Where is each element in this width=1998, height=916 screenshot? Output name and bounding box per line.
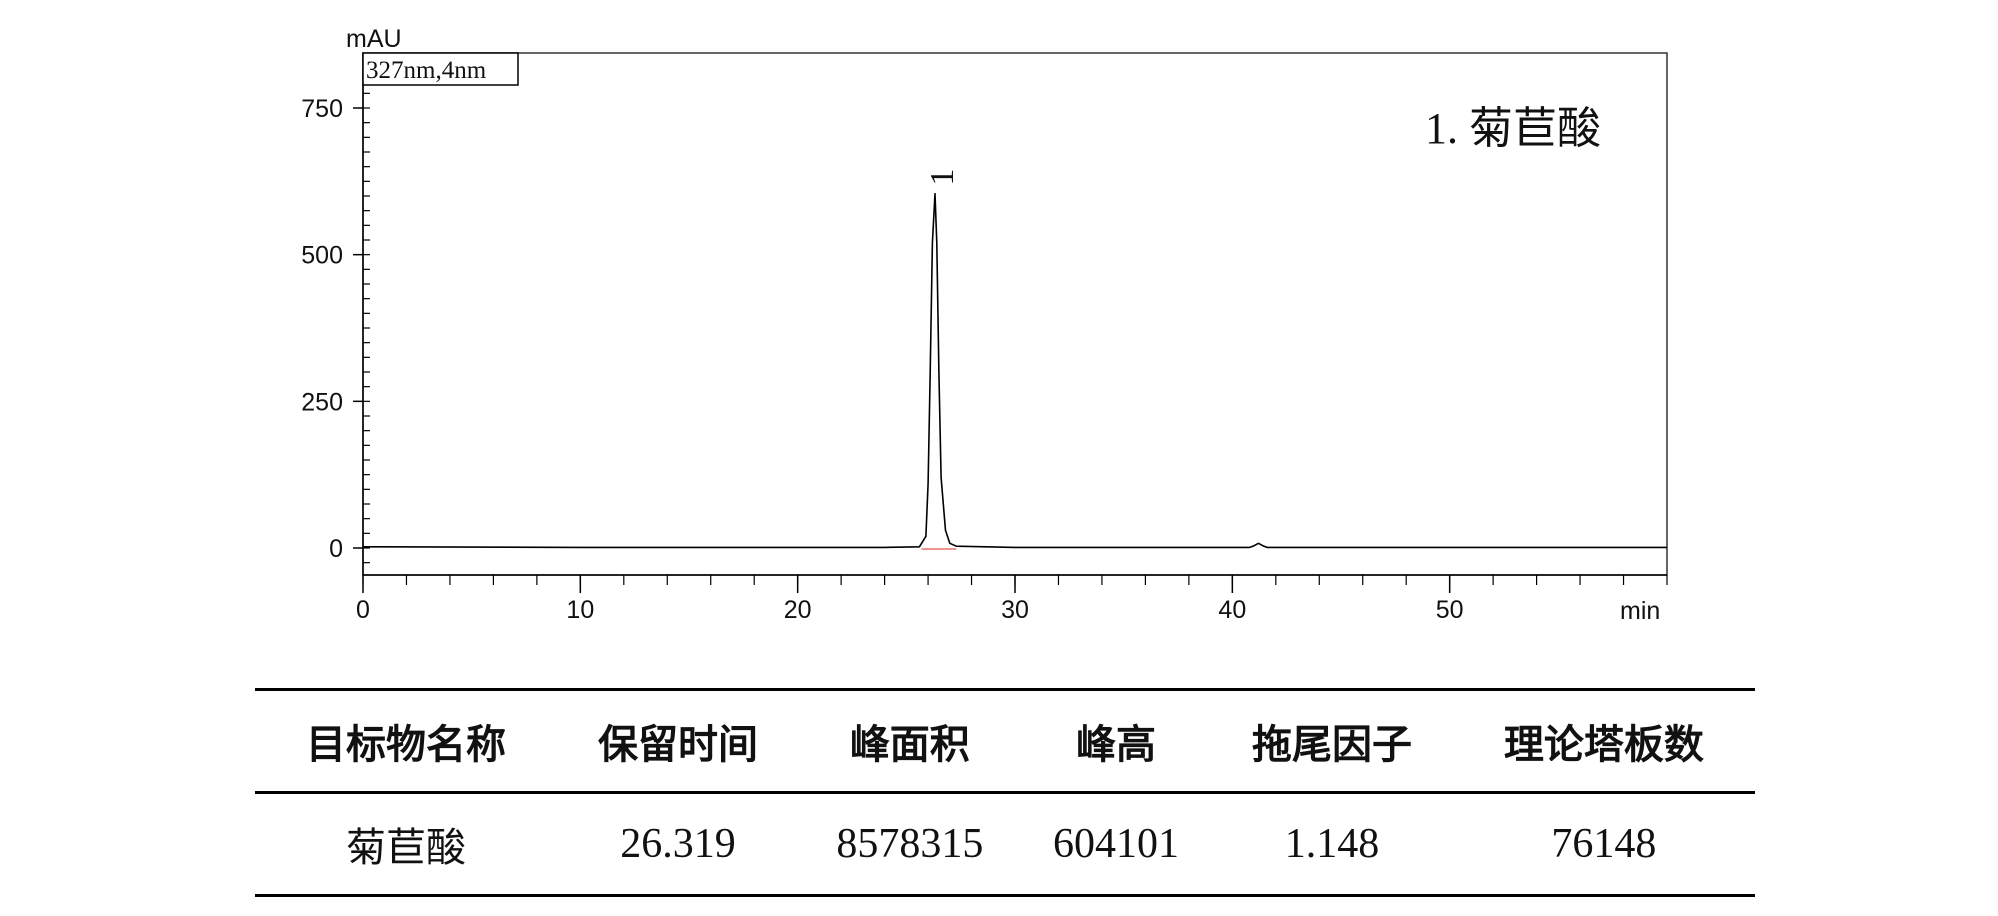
table-header-row: 目标物名称 保留时间 峰面积 峰高 拖尾因子 理论塔板数 [255, 690, 1755, 793]
column-header: 峰高 [1076, 722, 1156, 768]
results-table: 目标物名称 保留时间 峰面积 峰高 拖尾因子 理论塔板数 菊苣酸 26.319 8578315… [255, 688, 1755, 897]
y-tick-label: 500 [301, 242, 343, 270]
column-header: 保留时间 [597, 722, 758, 768]
x-tick-label: 40 [1218, 596, 1246, 624]
y-tick-label: 0 [329, 535, 343, 563]
x-ticks: 0 10 20 30 40 50 [356, 575, 1464, 624]
legend-text: 1. 菊苣酸 [1425, 104, 1601, 153]
x-tick-label: 10 [566, 596, 594, 624]
y-ticks: 0 250 500 750 [301, 95, 363, 563]
table-row: 菊苣酸 26.319 8578315 604101 1.148 76148 [255, 793, 1755, 896]
x-tick-label: 50 [1436, 596, 1464, 624]
column-header: 目标物名称 [306, 722, 507, 768]
x-axis-label: min [1620, 597, 1660, 625]
y-tick-label: 250 [301, 388, 343, 416]
y-minor-ticks [363, 63, 370, 564]
x-tick-label: 0 [356, 596, 370, 624]
column-header: 拖尾因子 [1252, 722, 1413, 768]
y-axis-label: mAU [346, 25, 402, 53]
table-body: 菊苣酸 26.319 8578315 604101 1.148 76148 [255, 793, 1755, 896]
table-cell: 菊苣酸 [346, 825, 467, 871]
y-tick-label: 750 [301, 95, 343, 123]
column-header: 峰面积 [849, 722, 970, 768]
x-tick-label: 30 [1001, 596, 1029, 624]
table-cell: 26.319 [620, 821, 736, 867]
peak-labels: 1 [924, 169, 961, 186]
x-tick-label: 20 [784, 596, 812, 624]
detection-box-label: 327nm,4nm [366, 57, 487, 84]
detection-box [362, 52, 519, 86]
table-cell: 1.148 [1284, 821, 1380, 867]
column-header: 理论塔板数 [1503, 722, 1704, 768]
table-cell: 604101 [1053, 821, 1179, 867]
table-cell: 8578315 [836, 821, 984, 867]
table-cell: 76148 [1551, 821, 1657, 867]
peak-label: 1 [924, 169, 961, 186]
series-layer [362, 192, 1667, 550]
chromatogram-chart: 0 250 500 750 0 10 20 30 40 50 1 mAU min 327nm,4… [301, 25, 1668, 625]
chromatogram-trace [362, 192, 1667, 549]
